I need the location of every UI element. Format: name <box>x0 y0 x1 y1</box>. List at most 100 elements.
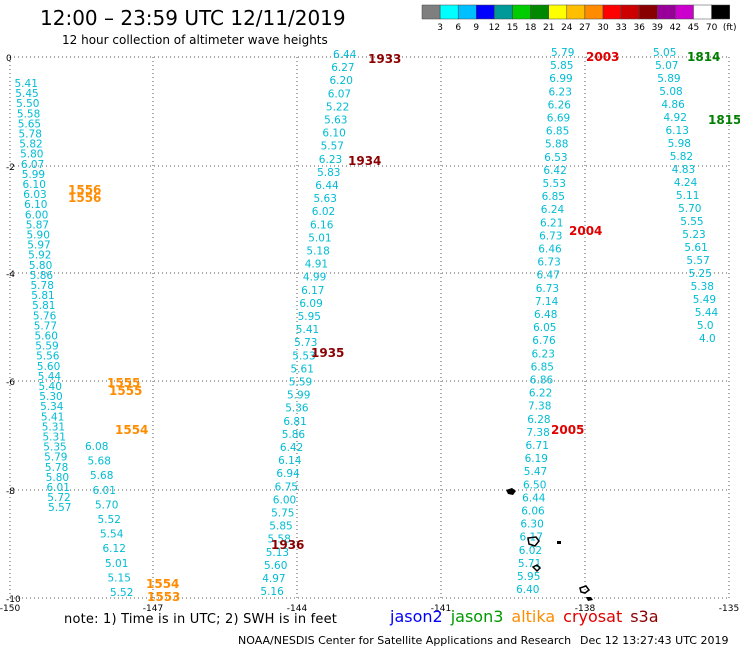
wave-height-value: 6.01 <box>93 485 116 497</box>
wave-height-value: 6.44 <box>333 49 357 61</box>
x-tick-label: -150 <box>0 604 20 614</box>
wave-height-value: 5.11 <box>676 190 699 202</box>
wave-height-value: 6.42 <box>280 442 303 454</box>
wave-height-value: 6.30 <box>520 519 543 531</box>
wave-height-value: 5.41 <box>41 411 64 423</box>
pass-time-label: 1555 <box>107 376 140 390</box>
x-tick-label: -138 <box>575 604 596 614</box>
island-shape <box>527 536 540 547</box>
colorbar-label: 18 <box>525 23 537 33</box>
wave-height-value: 5.85 <box>550 60 573 72</box>
wave-height-value: 5.80 <box>20 149 43 161</box>
wave-height-value: 5.97 <box>27 240 50 252</box>
island-shape <box>557 541 561 544</box>
wave-height-value: 5.60 <box>37 361 60 373</box>
pass-time-label: 1933 <box>368 52 401 66</box>
wave-height-value: 6.02 <box>519 545 542 557</box>
colorbar-label: 45 <box>688 23 699 33</box>
satellite-legend-altika: altika <box>511 607 556 626</box>
wave-height-value: 6.03 <box>23 189 46 201</box>
colorbar-label: 36 <box>633 23 645 33</box>
wave-height-value: 5.71 <box>518 558 541 570</box>
wave-height-value: 5.55 <box>680 216 703 228</box>
wave-height-value: 4.86 <box>661 99 685 111</box>
wave-height-value: 6.13 <box>666 125 689 137</box>
y-tick-label: 0 <box>6 54 12 64</box>
colorbar-label: 6 <box>455 23 461 33</box>
wave-height-value: 6.08 <box>85 441 108 453</box>
colorbar-swatch <box>476 4 495 20</box>
colorbar-swatch <box>494 4 513 20</box>
wave-height-value: 5.41 <box>15 78 38 90</box>
y-tick-label: -2 <box>6 163 15 173</box>
wave-height-value: 5.23 <box>682 229 705 241</box>
satellite-legend-jason2: jason2 <box>390 607 443 626</box>
wave-height-value: 5.87 <box>26 219 49 231</box>
wave-height-value: 4.83 <box>672 164 695 176</box>
colorbar-swatch <box>566 4 586 20</box>
wave-height-value: 6.10 <box>24 199 47 211</box>
wave-height-value: 5.81 <box>32 300 55 312</box>
colorbar-label: 24 <box>561 23 573 33</box>
wave-height-value: 5.95 <box>298 311 321 323</box>
wave-height-value: 5.0 <box>697 320 714 332</box>
wave-height-value: 6.75 <box>275 481 298 493</box>
wave-height-value: 5.18 <box>306 246 329 258</box>
wave-height-value: 6.23 <box>532 348 555 360</box>
wave-height-value: 5.31 <box>43 432 66 444</box>
colorbar-swatch <box>439 4 459 20</box>
satellite-legend-s3a: s3a <box>630 607 659 626</box>
wave-height-value: 5.34 <box>40 401 64 413</box>
wave-height-value: 5.36 <box>285 403 309 415</box>
x-tick-label: -147 <box>143 604 163 614</box>
wave-height-value: 6.85 <box>542 191 565 203</box>
wave-height-value: 5.54 <box>100 529 124 541</box>
wave-height-value: 5.47 <box>524 466 547 478</box>
wave-height-value: 5.61 <box>291 363 314 375</box>
wave-height-value: 5.79 <box>551 47 574 59</box>
wave-height-value: 5.82 <box>19 139 42 151</box>
wave-height-value: 5.01 <box>105 558 128 570</box>
wave-height-value: 4.97 <box>262 573 285 585</box>
wave-height-value: 6.12 <box>103 543 126 555</box>
y-tick-label: -6 <box>6 378 15 388</box>
wave-height-value: 5.86 <box>282 429 306 441</box>
wave-height-value: 6.44 <box>315 180 339 192</box>
wave-height-value: 5.57 <box>321 141 344 153</box>
wave-height-value: 5.30 <box>39 391 62 403</box>
wave-height-value: 4.24 <box>674 177 698 189</box>
y-tick-label: -4 <box>6 270 15 280</box>
wave-height-value: 5.61 <box>684 242 707 254</box>
colorbar-label: 33 <box>615 23 626 33</box>
wave-height-value: 5.40 <box>39 381 62 393</box>
wave-height-value: 5.44 <box>38 371 62 383</box>
wave-height-value: 5.38 <box>691 281 714 293</box>
pass-time-label: 1553 <box>147 590 180 604</box>
colorbar-swatch <box>711 4 730 20</box>
wave-height-value: 5.60 <box>35 331 58 343</box>
wave-height-value: 6.19 <box>525 453 548 465</box>
wave-height-value: 5.57 <box>686 255 709 267</box>
wave-height-value: 6.24 <box>541 204 565 216</box>
swh-colorbar: 3 6 9 12 15 18 21 24 27 30 33 36 39 42 45 70 (ft) <box>421 4 737 33</box>
colorbar-label: 70 <box>706 23 718 33</box>
colorbar-label: (ft) <box>723 23 737 33</box>
wave-height-value: 6.40 <box>516 584 539 596</box>
island-outlines <box>506 488 593 601</box>
wave-height-value: 6.46 <box>538 244 562 256</box>
wave-height-value: 6.85 <box>546 126 569 138</box>
wave-height-value: 5.41 <box>296 324 319 336</box>
wave-height-value: 5.52 <box>110 587 133 599</box>
wave-height-value: 5.44 <box>695 307 719 319</box>
wave-height-value: 5.77 <box>34 320 57 332</box>
colorbar-label: 27 <box>579 23 590 33</box>
pass-time-label: 1936 <box>271 538 304 552</box>
wave-height-value: 5.88 <box>545 139 568 151</box>
wave-height-value: 5.95 <box>517 571 540 583</box>
pass-time-label: 2005 <box>551 423 584 437</box>
wave-height-value: 5.45 <box>15 88 38 100</box>
wave-height-value: 5.70 <box>95 499 118 511</box>
wave-height-value: 5.16 <box>260 586 284 598</box>
